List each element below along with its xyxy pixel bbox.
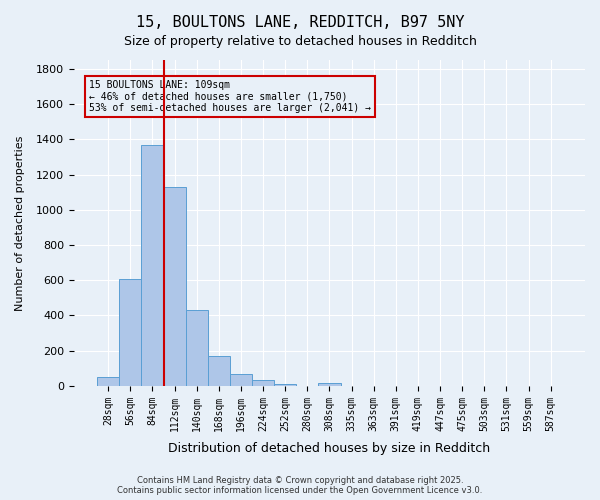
Text: Size of property relative to detached houses in Redditch: Size of property relative to detached ho… [124, 35, 476, 48]
Bar [119, 280, 142, 386]
Y-axis label: Number of detached properties: Number of detached properties [15, 136, 25, 310]
X-axis label: Distribution of detached houses by size in Redditch: Distribution of detached houses by size … [169, 442, 491, 455]
Bar [185, 310, 208, 386]
Bar [230, 374, 252, 386]
Bar [274, 384, 296, 386]
Bar [252, 380, 274, 386]
Bar [164, 187, 185, 386]
Bar [142, 144, 164, 386]
Text: 15 BOULTONS LANE: 109sqm
← 46% of detached houses are smaller (1,750)
53% of sem: 15 BOULTONS LANE: 109sqm ← 46% of detach… [89, 80, 371, 113]
Text: 15, BOULTONS LANE, REDDITCH, B97 5NY: 15, BOULTONS LANE, REDDITCH, B97 5NY [136, 15, 464, 30]
Bar [319, 384, 341, 386]
Bar [208, 356, 230, 386]
Bar [97, 377, 119, 386]
Text: Contains HM Land Registry data © Crown copyright and database right 2025.
Contai: Contains HM Land Registry data © Crown c… [118, 476, 482, 495]
